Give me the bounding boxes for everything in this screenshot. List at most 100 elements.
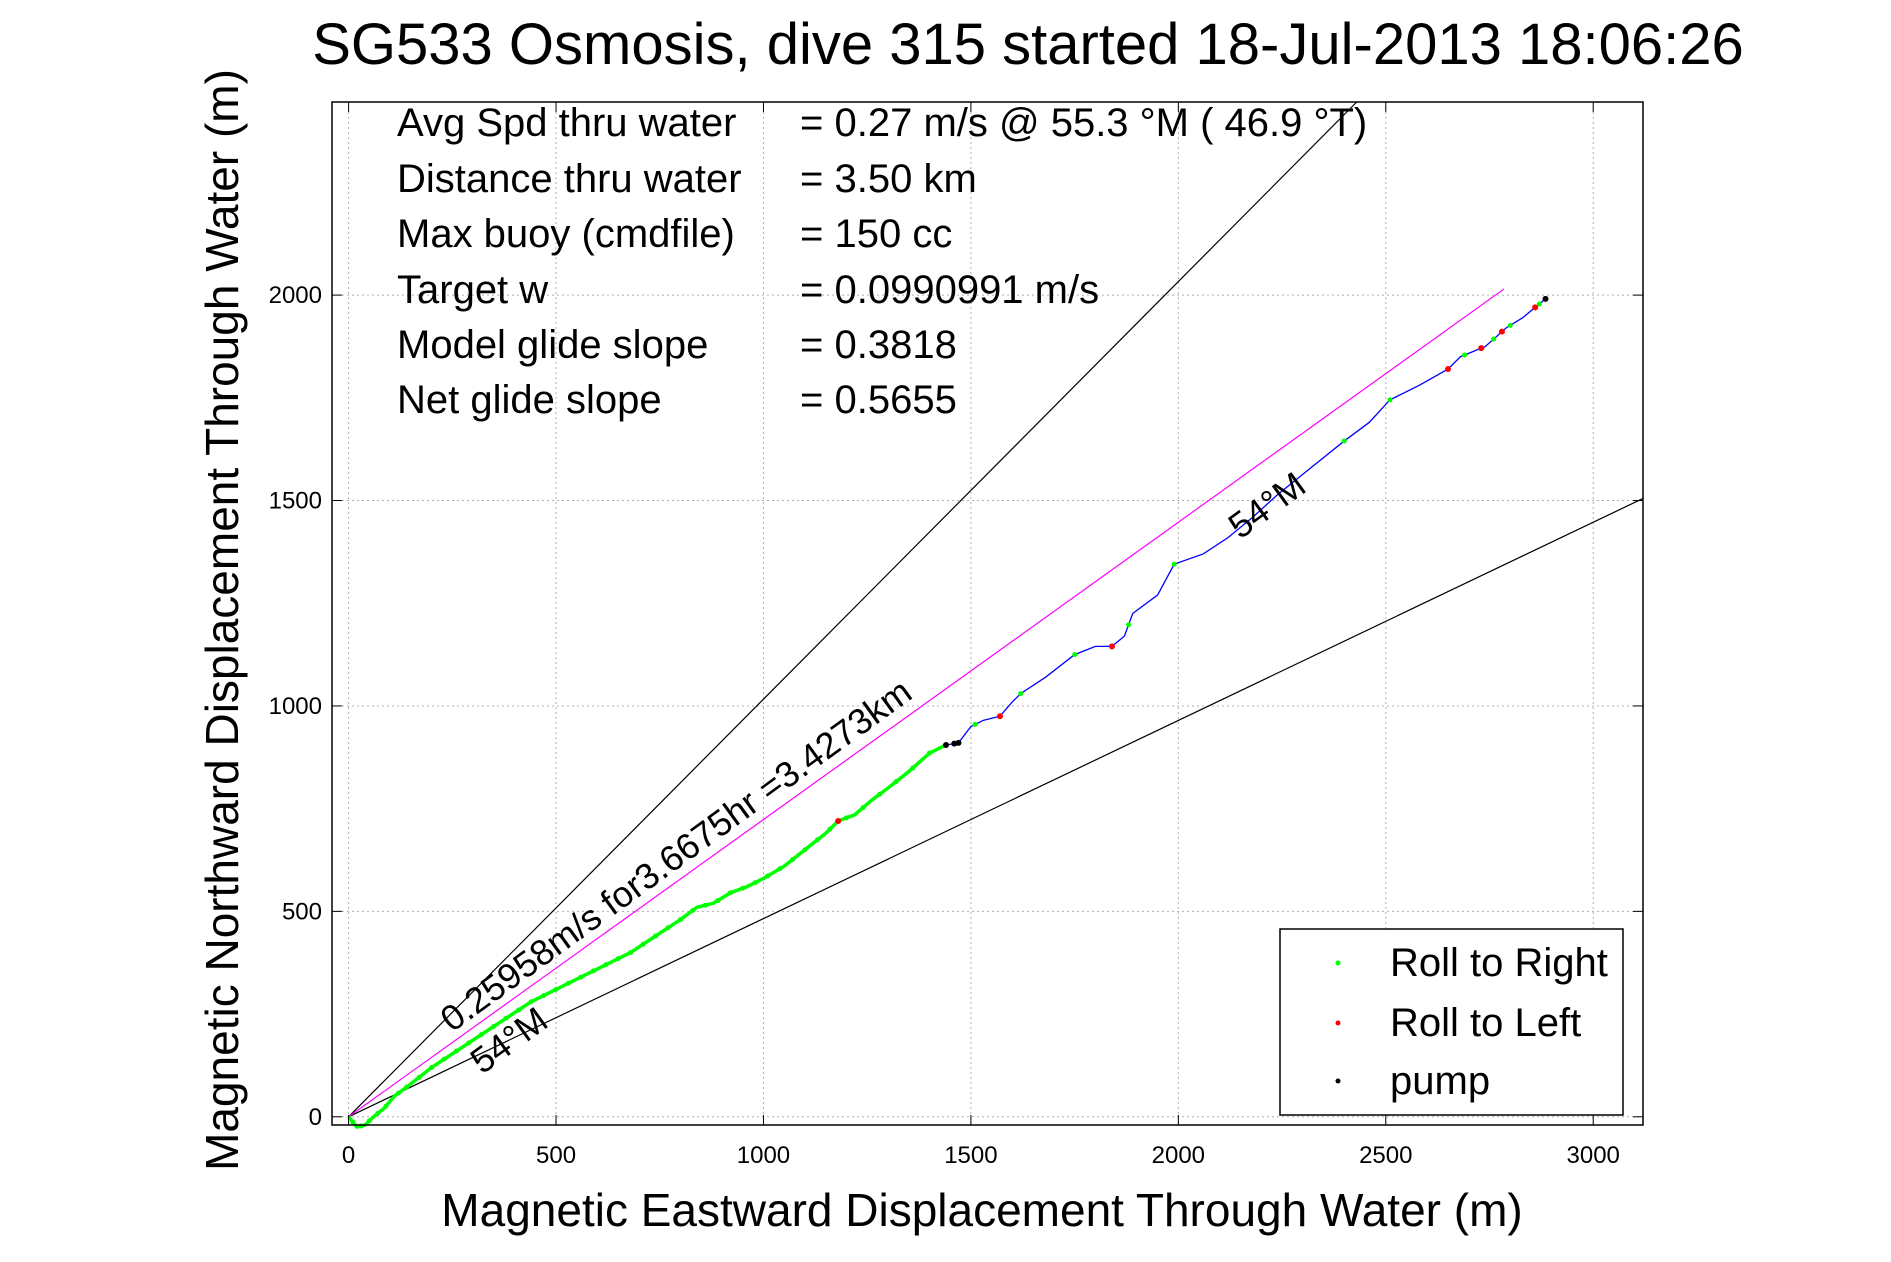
roll-right-marker — [877, 791, 883, 797]
roll-right-marker — [860, 805, 866, 811]
reference-line-lower-bound — [348, 497, 1644, 1118]
info-block: Avg Spd thru water = 0.27 m/s @ 55.3 °M … — [397, 101, 1367, 422]
y-axis-label: Magnetic Northward Displacement Through … — [196, 69, 248, 1171]
y-axis-ticks: 0 500 1000 1500 2000 — [269, 282, 1643, 1131]
roll-right-marker — [429, 1064, 435, 1070]
roll-left-marker — [1498, 328, 1505, 335]
roll-right-marker — [478, 1032, 484, 1038]
roll-right-marker — [1018, 691, 1024, 697]
x-tick-label: 1000 — [737, 1142, 790, 1169]
x-tick-label: 500 — [536, 1142, 576, 1169]
legend-marker-pump — [1335, 1078, 1341, 1084]
info-label-net-glide: Net glide slope — [397, 378, 662, 422]
roll-right-marker — [790, 857, 796, 863]
roll-right-marker — [578, 974, 584, 980]
legend-label-roll-right: Roll to Right — [1390, 941, 1608, 985]
roll-right-marker — [640, 941, 646, 947]
roll-right-marker — [491, 1023, 497, 1029]
roll-right-marker — [628, 949, 634, 955]
roll-right-marker — [802, 847, 808, 853]
x-tick-label: 2000 — [1152, 1142, 1205, 1169]
roll-right-marker — [1341, 438, 1347, 444]
roll-right-marker — [926, 750, 932, 756]
roll-left-marker — [996, 713, 1003, 720]
roll-right-marker — [814, 837, 820, 843]
x-tick-label: 3000 — [1567, 1142, 1620, 1169]
info-label-model-glide: Model glide slope — [397, 323, 708, 367]
roll-right-marker — [1462, 352, 1468, 358]
roll-right-marker — [893, 779, 899, 785]
roll-right-marker — [1072, 652, 1078, 658]
roll-right-marker — [615, 956, 621, 962]
roll-right-marker — [603, 962, 609, 968]
pump-marker — [1542, 295, 1549, 302]
roll-right-marker — [1387, 397, 1393, 403]
y-tick-label: 0 — [309, 1104, 322, 1131]
roll-left-marker — [1445, 366, 1452, 373]
roll-right-marker — [827, 826, 833, 832]
x-tick-label: 0 — [342, 1142, 355, 1169]
roll-right-marker — [541, 993, 547, 999]
legend-label-pump: pump — [1390, 1059, 1490, 1103]
info-value-target-w: = 0.0990991 m/s — [800, 268, 1099, 312]
roll-right-marker — [972, 721, 978, 727]
roll-right-marker — [677, 917, 683, 923]
x-tick-label: 2500 — [1359, 1142, 1412, 1169]
legend-marker-roll-right — [1335, 960, 1341, 966]
info-label-avg-spd: Avg Spd thru water — [397, 101, 736, 145]
reference-line-upper-bound — [348, 101, 1358, 1118]
roll-right-marker — [565, 980, 571, 986]
roll-right-marker — [665, 925, 671, 931]
y-tick-label: 1000 — [269, 693, 322, 720]
roll-left-marker — [1478, 345, 1485, 352]
roll-left-marker — [1532, 304, 1539, 311]
roll-right-marker — [777, 866, 783, 872]
roll-right-marker — [466, 1040, 472, 1046]
roll-right-marker — [740, 885, 746, 891]
roll-left-marker — [1108, 643, 1115, 650]
grid — [332, 102, 1643, 1125]
roll-right-marker — [383, 1103, 389, 1109]
roll-right-marker — [910, 765, 916, 771]
reference-lines — [348, 101, 1644, 1118]
roll-right-marker — [366, 1118, 372, 1124]
y-tick-label: 2000 — [269, 282, 322, 309]
x-tick-label: 1500 — [944, 1142, 997, 1169]
roll-right-marker — [553, 986, 559, 992]
roll-right-marker — [690, 907, 696, 913]
roll-right-marker — [653, 933, 659, 939]
roll-right-marker — [752, 880, 758, 886]
roll-right-marker — [1507, 322, 1513, 328]
info-value-model-glide: = 0.3818 — [800, 323, 957, 367]
x-axis-ticks: 0 500 1000 1500 2000 2500 3000 — [342, 102, 1620, 1169]
info-value-max-buoy: = 150 cc — [800, 212, 952, 256]
roll-right-marker — [395, 1090, 401, 1096]
info-label-max-buoy: Max buoy (cmdfile) — [397, 212, 735, 256]
roll-markers — [350, 295, 1549, 1129]
roll-right-marker — [1171, 561, 1177, 567]
roll-right-marker — [516, 1007, 522, 1013]
reference-line-net-track — [348, 288, 1505, 1118]
x-axis-label: Magnetic Eastward Displacement Through W… — [441, 1184, 1522, 1236]
info-label-distance: Distance thru water — [397, 157, 742, 201]
y-tick-label: 1500 — [269, 488, 322, 515]
roll-right-marker — [715, 898, 721, 904]
roll-right-marker — [404, 1084, 410, 1090]
roll-right-marker — [453, 1048, 459, 1054]
roll-right-marker — [441, 1056, 447, 1062]
pump-marker — [955, 739, 962, 746]
info-label-target-w: Target w — [397, 268, 548, 312]
roll-right-marker — [727, 890, 733, 896]
roll-right-marker — [765, 873, 771, 879]
info-value-net-glide: = 0.5655 — [800, 378, 957, 422]
plot-area-frame — [331, 101, 1644, 1126]
pump-marker — [943, 741, 950, 748]
info-value-avg-spd: = 0.27 m/s @ 55.3 °M ( 46.9 °T) — [800, 101, 1367, 145]
chart-title: SG533 Osmosis, dive 315 started 18-Jul-2… — [312, 12, 1744, 77]
roll-right-marker — [375, 1110, 381, 1116]
roll-right-marker — [503, 1015, 509, 1021]
roll-right-marker — [416, 1074, 422, 1080]
roll-right-marker — [702, 902, 708, 908]
info-value-distance: = 3.50 km — [800, 157, 977, 201]
